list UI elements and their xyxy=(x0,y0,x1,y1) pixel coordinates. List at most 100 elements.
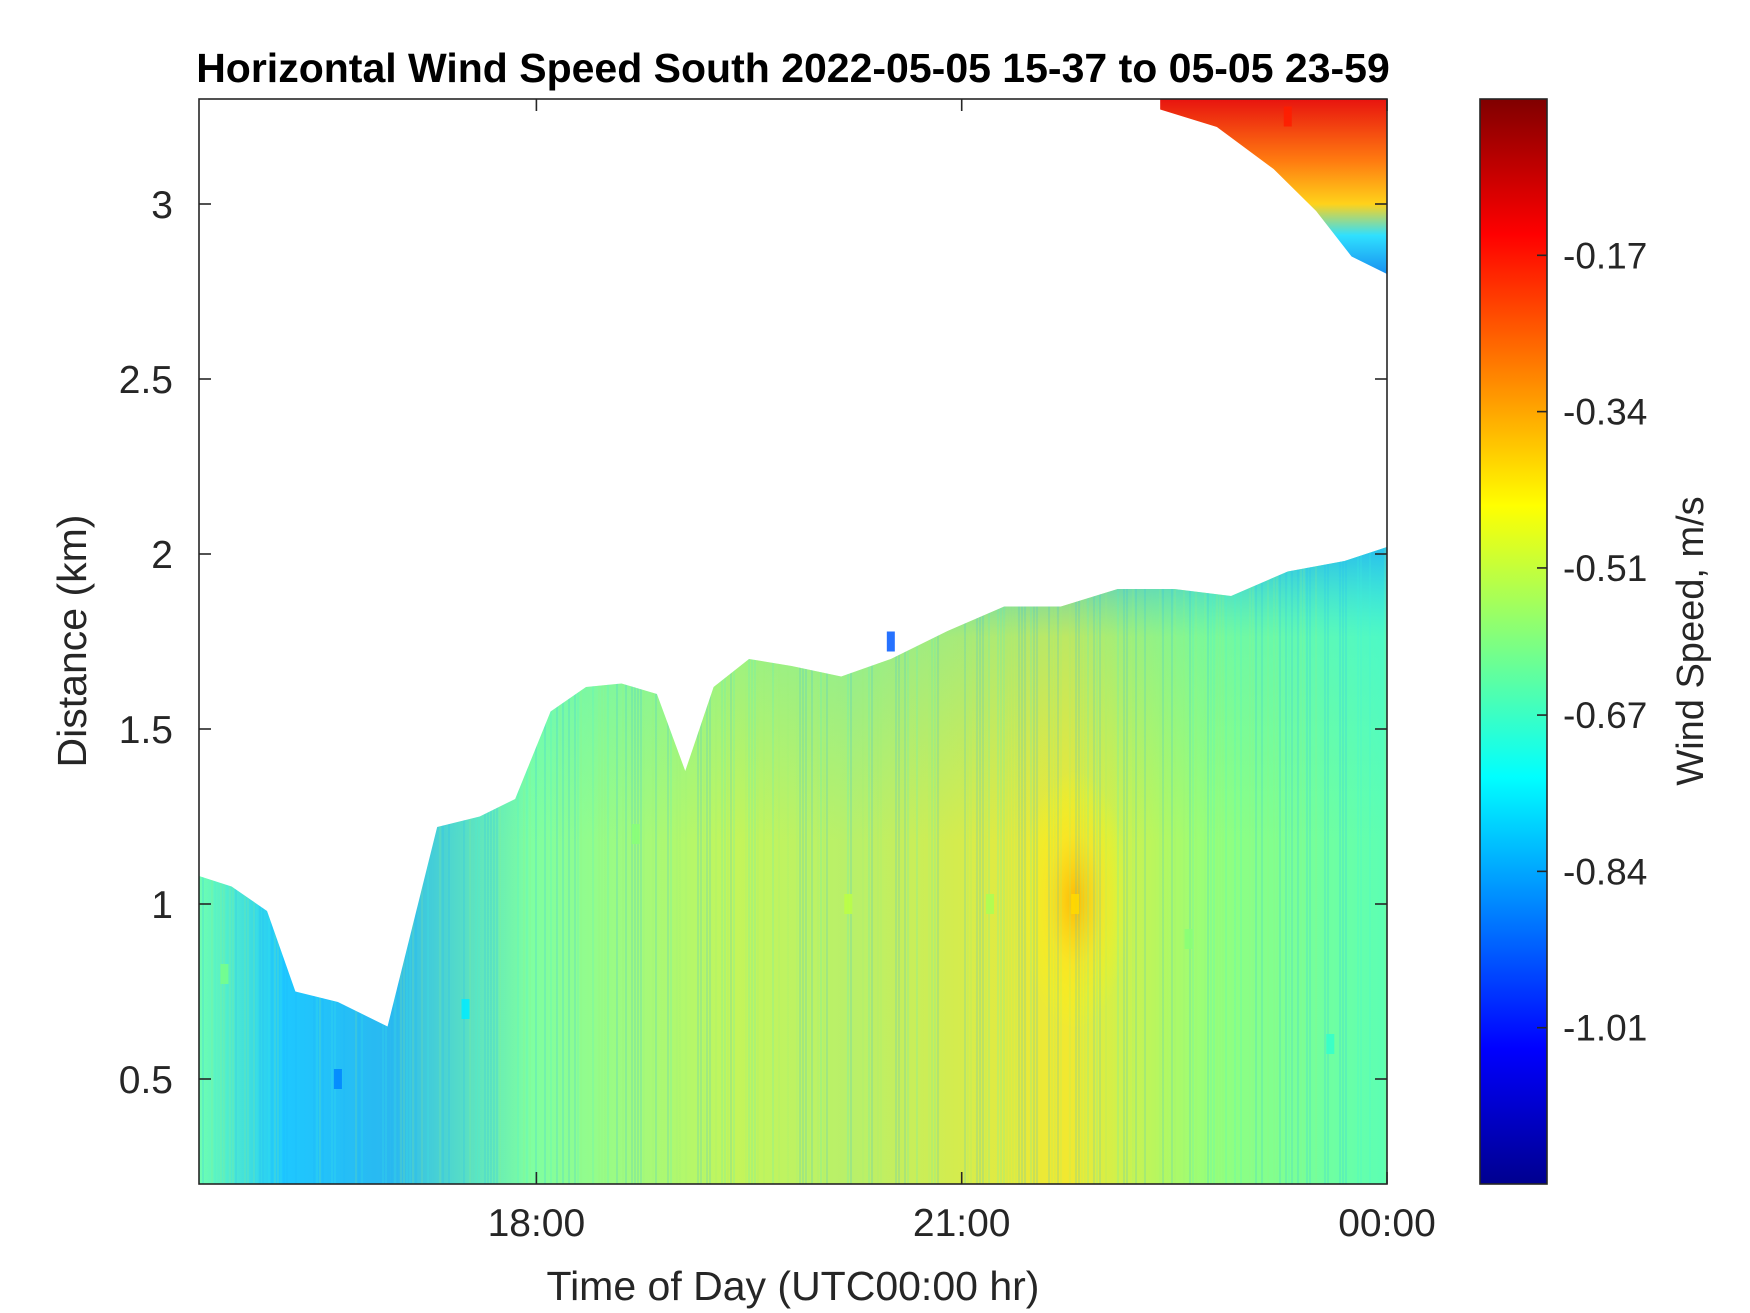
field-streak xyxy=(1345,547,1347,1184)
x-tick-label: 18:00 xyxy=(488,1202,586,1245)
field-streak xyxy=(319,547,321,1184)
field-streak xyxy=(1132,547,1134,1184)
field-streak xyxy=(523,547,525,1184)
field-streak xyxy=(544,547,546,1184)
field-streak xyxy=(868,547,870,1184)
field-streak xyxy=(1276,547,1278,1184)
field-streak xyxy=(667,547,669,1184)
field-streak xyxy=(808,547,810,1184)
field-streak xyxy=(820,547,822,1184)
field-streak xyxy=(562,547,564,1184)
field-streak xyxy=(427,547,429,1184)
field-streak xyxy=(631,547,633,1184)
field-streak xyxy=(1123,547,1125,1184)
field-streak xyxy=(415,547,417,1184)
field-streak xyxy=(850,547,852,1184)
field-streak xyxy=(286,547,288,1184)
field-streak xyxy=(772,547,774,1184)
field-streak xyxy=(421,547,423,1184)
field-streak xyxy=(928,547,930,1184)
field-streak xyxy=(316,547,318,1184)
chart-title: Horizontal Wind Speed South 2022-05-05 1… xyxy=(196,45,1390,91)
field-streak xyxy=(1195,547,1197,1184)
field-streak xyxy=(1003,547,1005,1184)
field-streak xyxy=(1384,547,1386,1184)
field-streak xyxy=(1033,547,1035,1184)
speed-sample xyxy=(844,894,853,914)
field-streak xyxy=(295,547,297,1184)
field-streak xyxy=(970,547,972,1184)
field-streak xyxy=(463,547,465,1184)
field-streak xyxy=(1054,547,1056,1184)
field-streak xyxy=(703,547,705,1184)
colorbar-tick-label: -1.01 xyxy=(1563,1008,1647,1049)
field-streak xyxy=(1159,547,1161,1184)
field-streak xyxy=(1207,547,1209,1184)
field-streak xyxy=(1297,547,1299,1184)
plot-frame xyxy=(198,98,1388,1185)
speed-sample xyxy=(631,824,640,844)
field-streak xyxy=(1225,547,1227,1184)
y-tick-label: 0.5 xyxy=(119,1059,173,1102)
field-streak xyxy=(1339,547,1341,1184)
field-streak xyxy=(805,547,807,1184)
speed-sample xyxy=(461,999,470,1019)
field-streak xyxy=(202,547,204,1184)
y-axis-label: Distance (km) xyxy=(49,515,95,768)
field-streak xyxy=(1240,547,1242,1184)
field-streak xyxy=(313,547,315,1184)
field-streak xyxy=(1126,547,1128,1184)
y-tick-label: 3 xyxy=(151,184,173,227)
field-streak xyxy=(1303,547,1305,1184)
field-streak xyxy=(616,547,618,1184)
field-streak xyxy=(229,547,231,1184)
colorbar-tick-label: -0.51 xyxy=(1563,548,1647,589)
field-streak xyxy=(652,547,654,1184)
field-streak xyxy=(964,547,966,1184)
field-streak xyxy=(1219,547,1221,1184)
field-streak xyxy=(1096,547,1098,1184)
field-streak xyxy=(685,547,687,1184)
field-streak xyxy=(754,547,756,1184)
field-streak xyxy=(1327,547,1329,1184)
field-streak xyxy=(1291,547,1293,1184)
field-streak xyxy=(211,547,213,1184)
field-streak xyxy=(898,547,900,1184)
field-streak xyxy=(724,547,726,1184)
field-streak xyxy=(1360,547,1362,1184)
field-streak xyxy=(442,547,444,1184)
field-streak xyxy=(220,547,222,1184)
field-streak xyxy=(604,547,606,1184)
field-streak xyxy=(277,547,279,1184)
field-streak xyxy=(1273,547,1275,1184)
field-streak xyxy=(259,547,261,1184)
field-streak xyxy=(1048,547,1050,1184)
field-streak xyxy=(817,547,819,1184)
field-streak xyxy=(877,547,879,1184)
y-tick-label: 2 xyxy=(151,534,173,577)
field-streak xyxy=(1324,547,1326,1184)
field-streak xyxy=(1192,547,1194,1184)
field-streak xyxy=(409,547,411,1184)
field-streak xyxy=(556,547,558,1184)
colorbar-tick-label: -0.84 xyxy=(1563,851,1647,892)
field-streak xyxy=(1267,547,1269,1184)
field-streak xyxy=(1213,547,1215,1184)
field-streak xyxy=(1252,547,1254,1184)
field-streak xyxy=(361,547,363,1184)
field-streak xyxy=(1255,547,1257,1184)
field-streak xyxy=(1117,547,1119,1184)
field-streak xyxy=(1093,547,1095,1184)
field-streak xyxy=(700,547,702,1184)
plot-area xyxy=(199,99,1387,1184)
field-streak xyxy=(1300,547,1302,1184)
field-streak xyxy=(1342,547,1344,1184)
x-tick-label: 21:00 xyxy=(913,1202,1011,1245)
field-streak xyxy=(1000,547,1002,1184)
field-streak xyxy=(871,547,873,1184)
field-streak xyxy=(397,547,399,1184)
field-streak xyxy=(478,547,480,1184)
speed-sample xyxy=(1184,929,1193,949)
field-streak xyxy=(1234,547,1236,1184)
speed-sample xyxy=(333,1069,342,1089)
